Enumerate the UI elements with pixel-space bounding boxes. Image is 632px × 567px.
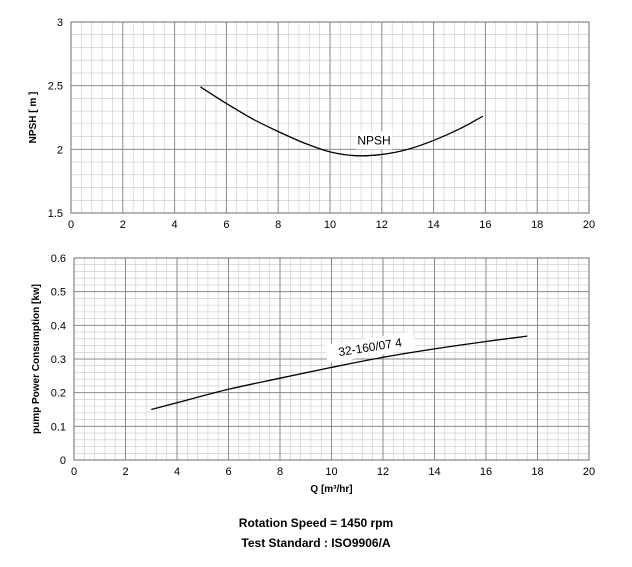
y-axis-label: NPSH [ m ]: [28, 92, 39, 144]
y-tick-label: 1.5: [48, 208, 63, 220]
x-tick-label: 20: [583, 466, 595, 478]
series-label: NPSH: [355, 131, 393, 150]
y-axis-label: pump Power Consumption [kw]: [31, 284, 42, 434]
y-tick-label: 0.1: [51, 421, 66, 433]
series-line: [200, 86, 484, 157]
plot-frame: [73, 257, 590, 461]
x-tick-label: 8: [277, 466, 283, 478]
x-tick-label: 10: [324, 219, 336, 231]
x-tick-label: 4: [172, 219, 178, 231]
y-tick-label: 0: [60, 455, 66, 467]
major-grid: [74, 258, 589, 460]
major-grid: [71, 22, 589, 213]
x-tick-label: 16: [479, 219, 491, 231]
series-line: [151, 335, 528, 411]
x-axis-label: Q [m³/hr]: [310, 484, 352, 495]
test-standard-label: Test Standard : ISO9906/A: [241, 536, 391, 550]
y-tick-label: 2.5: [48, 81, 63, 93]
x-tick-label: 12: [376, 219, 388, 231]
rotation-speed-label: Rotation Speed = 1450 rpm: [238, 516, 394, 530]
y-tick-label: 3: [57, 17, 63, 29]
x-tick-label: 4: [174, 466, 180, 478]
x-tick-label: 12: [377, 466, 389, 478]
x-tick-label: 20: [583, 219, 595, 231]
series-label-bg: [324, 331, 416, 364]
x-tick-label: 14: [428, 466, 440, 478]
x-tick-label: 18: [531, 466, 543, 478]
y-tick-label: 0.5: [51, 287, 66, 299]
chart-1: 0 2 4 6 8 10 12 14 16 18 20 1.5 2 2.5 3 NPSH [ m ] NPSH: [28, 17, 595, 231]
x-tick-label: 0: [68, 219, 74, 231]
x-tick-label: 8: [275, 219, 281, 231]
series-label-text: NPSH: [357, 133, 390, 147]
series-label-bg: [355, 131, 393, 150]
y-tick-label: 0.6: [51, 253, 66, 265]
series-label: 32-160/07 4: [324, 331, 416, 364]
y-tick-label: 0.4: [51, 320, 66, 332]
plot-frame: [70, 21, 590, 214]
x-tick-label: 18: [531, 219, 543, 231]
chart-2: 0 2 4 6 8 10 12 14 16 18 20 0 0.1 0.2 0.3 0.4 0.5 0.6 pump…: [31, 253, 595, 495]
x-tick-label: 6: [225, 466, 231, 478]
x-tick-label: 16: [480, 466, 492, 478]
y-tick-label: 0.3: [51, 354, 66, 366]
x-tick-label: 10: [325, 466, 337, 478]
x-tick-label: 2: [122, 466, 128, 478]
y-tick-label: 0.2: [51, 388, 66, 400]
x-tick-label: 6: [223, 219, 229, 231]
y-tick-label: 2: [57, 144, 63, 156]
x-tick-label: 2: [120, 219, 126, 231]
x-tick-label: 0: [71, 466, 77, 478]
x-tick-label: 14: [427, 219, 439, 231]
